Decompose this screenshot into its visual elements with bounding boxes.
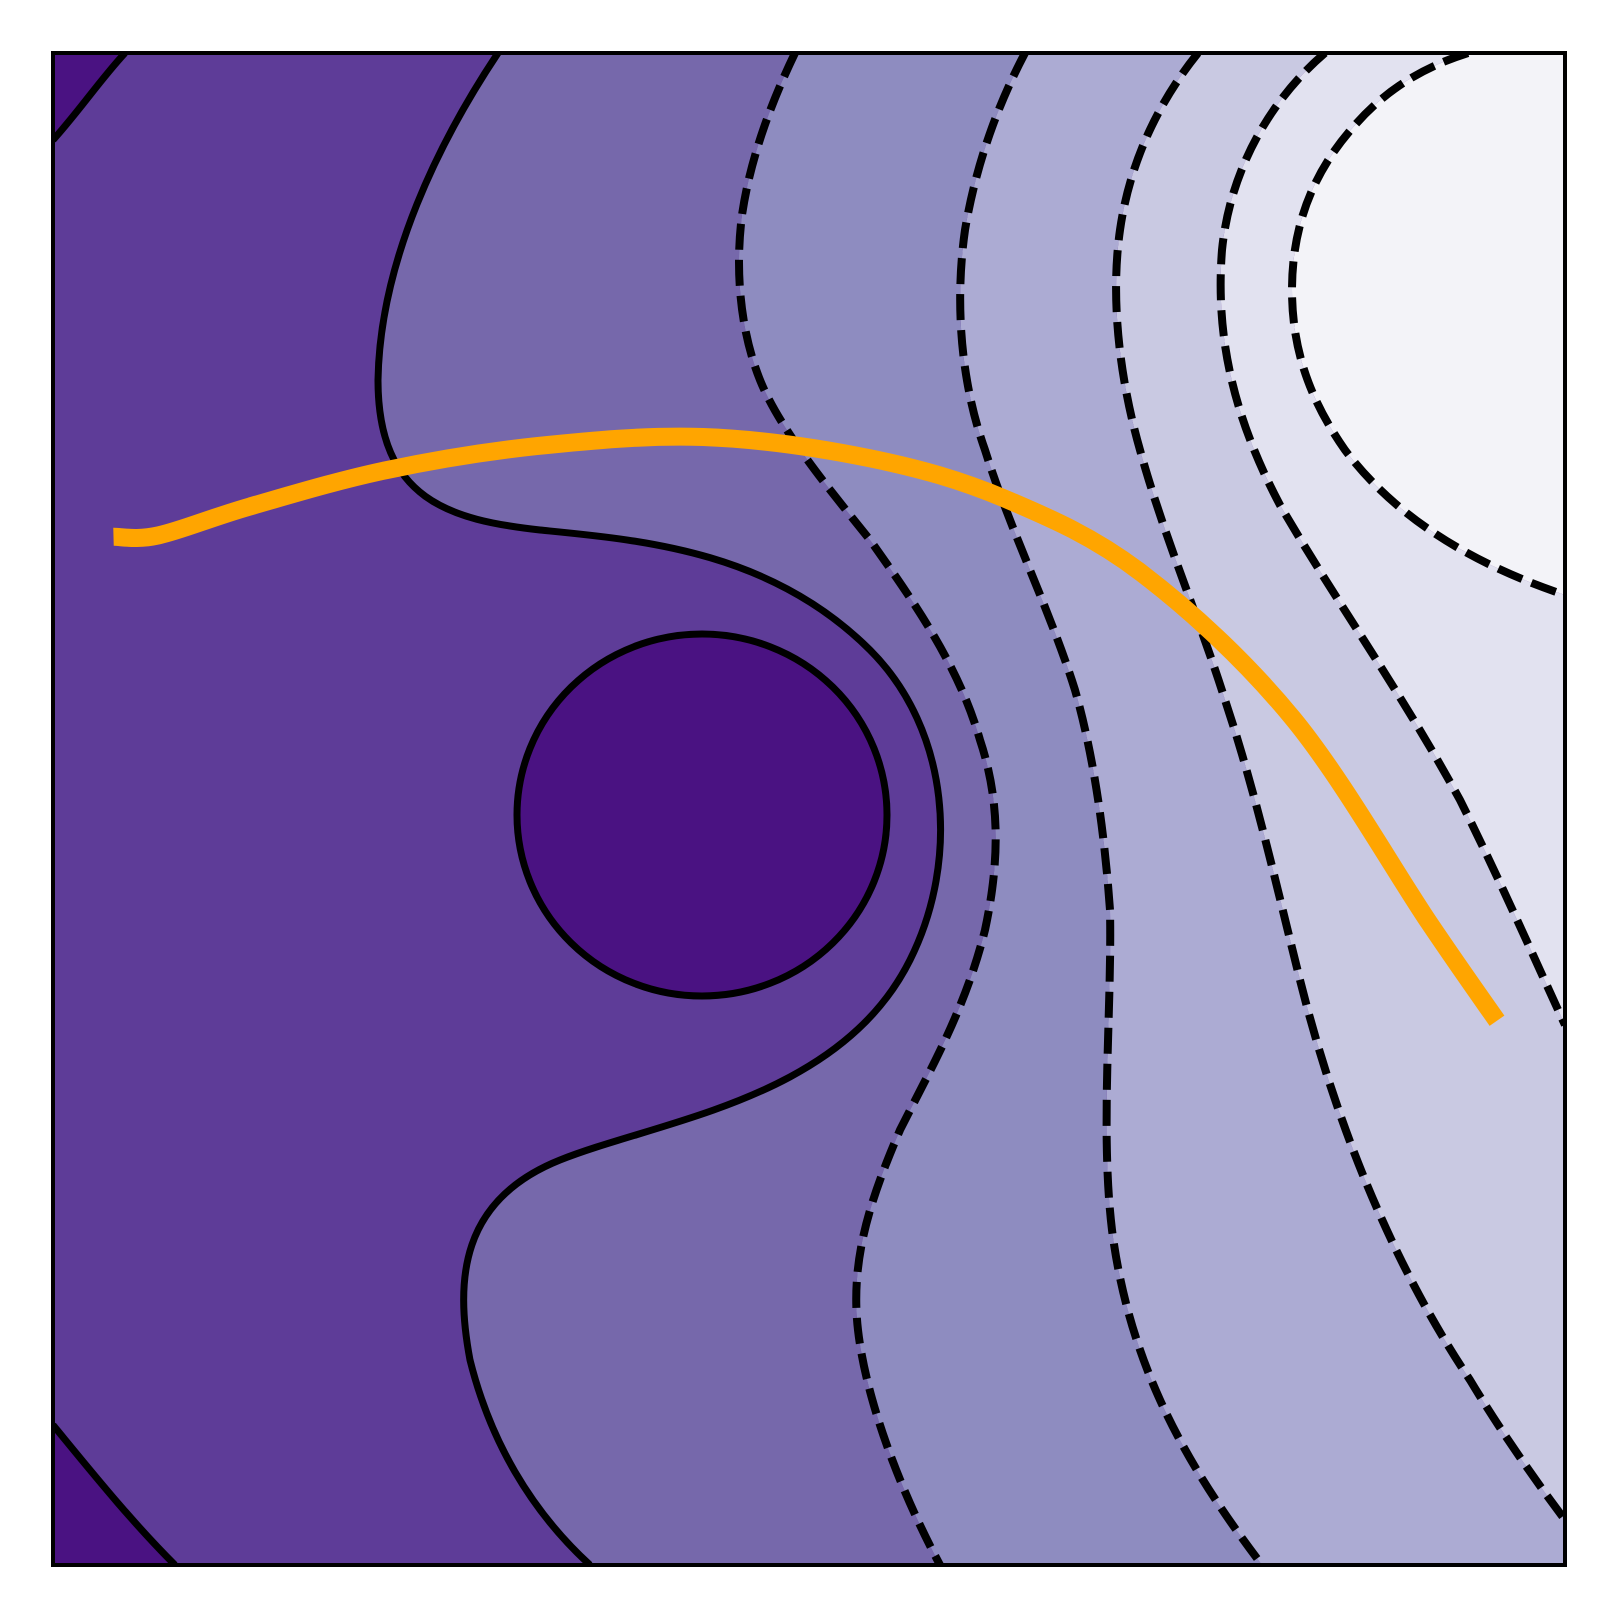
plot-area [53, 53, 1565, 1565]
